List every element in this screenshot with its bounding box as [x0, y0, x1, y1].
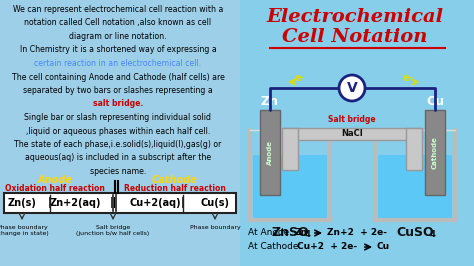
Text: Anode: Anode [37, 175, 73, 185]
Text: certain reaction in an electrochemical cell.: certain reaction in an electrochemical c… [35, 59, 201, 68]
Text: salt bridge.: salt bridge. [93, 99, 143, 109]
Text: Salt bridge
(junction b/w half cells): Salt bridge (junction b/w half cells) [76, 225, 150, 236]
Text: Salt bridge: Salt bridge [328, 115, 376, 124]
Text: We can represent electrochemical cell reaction with a: We can represent electrochemical cell re… [13, 5, 223, 14]
Text: V: V [346, 81, 357, 95]
Bar [406, 128, 422, 170]
Text: Cu: Cu [426, 95, 444, 108]
Text: Cu+2(aq): Cu+2(aq) [129, 198, 181, 208]
Bar [425, 110, 445, 195]
Bar [0, 0, 240, 266]
Text: |: | [181, 197, 185, 209]
Text: aqueous(aq) is included in a subscript after the: aqueous(aq) is included in a subscript a… [25, 153, 211, 163]
Text: ZnSO: ZnSO [271, 226, 309, 239]
Text: Zn+2(aq): Zn+2(aq) [49, 198, 101, 208]
Text: e-: e- [403, 73, 413, 83]
Text: 4: 4 [430, 230, 436, 239]
Text: Single bar or slash representing individual solid: Single bar or slash representing individ… [25, 113, 211, 122]
Text: Cathode: Cathode [432, 136, 438, 169]
Bar [282, 128, 422, 140]
Circle shape [339, 75, 365, 101]
Text: NaCl: NaCl [341, 130, 363, 139]
Bar [378, 155, 452, 220]
Text: CuSO: CuSO [396, 226, 434, 239]
Text: Zn+2  + 2e-: Zn+2 + 2e- [327, 228, 387, 237]
Text: At Cathode:: At Cathode: [248, 242, 301, 251]
Bar [282, 128, 298, 170]
Text: Reduction half reaction: Reduction half reaction [124, 184, 226, 193]
Text: In Chemistry it is a shortened way of expressing a: In Chemistry it is a shortened way of ex… [19, 45, 216, 55]
Text: notation called Cell notation ,also known as cell: notation called Cell notation ,also know… [25, 19, 211, 27]
Text: Zn: Zn [295, 228, 308, 237]
Text: e-: e- [295, 73, 305, 83]
Text: Cu(s): Cu(s) [201, 198, 229, 208]
Text: Phase boundary: Phase boundary [190, 225, 240, 230]
Text: |: | [48, 197, 52, 209]
Bar [260, 110, 280, 195]
Text: species name.: species name. [90, 167, 146, 176]
Text: At Anode:: At Anode: [248, 228, 292, 237]
Text: Oxidation half reaction: Oxidation half reaction [5, 184, 105, 193]
Text: ,liquid or aqueous phases within each half cell.: ,liquid or aqueous phases within each ha… [26, 127, 210, 135]
Text: Electrochemical: Electrochemical [266, 8, 444, 26]
Text: ||: || [109, 197, 117, 209]
Text: Cathode: Cathode [152, 175, 198, 185]
Bar [4, 193, 236, 213]
Text: 4: 4 [305, 230, 311, 239]
Text: Zn(s): Zn(s) [8, 198, 36, 208]
Text: Phase boundary
(change in state): Phase boundary (change in state) [0, 225, 49, 236]
Text: Cu+2  + 2e-: Cu+2 + 2e- [297, 242, 357, 251]
Text: Zn: Zn [261, 95, 279, 108]
Text: Anode: Anode [267, 140, 273, 165]
Bar [253, 155, 327, 220]
Text: Cu: Cu [377, 242, 390, 251]
Text: separated by two bars or slashes representing a: separated by two bars or slashes represe… [23, 86, 213, 95]
Text: The cell containing Anode and Cathode (half cells) are: The cell containing Anode and Cathode (h… [11, 73, 224, 81]
Text: Cell Notation: Cell Notation [283, 28, 428, 46]
Text: diagram or line notation.: diagram or line notation. [69, 32, 167, 41]
Text: The state of each phase,i.e.solid(s),liquid(l),gas(g) or: The state of each phase,i.e.solid(s),liq… [14, 140, 222, 149]
